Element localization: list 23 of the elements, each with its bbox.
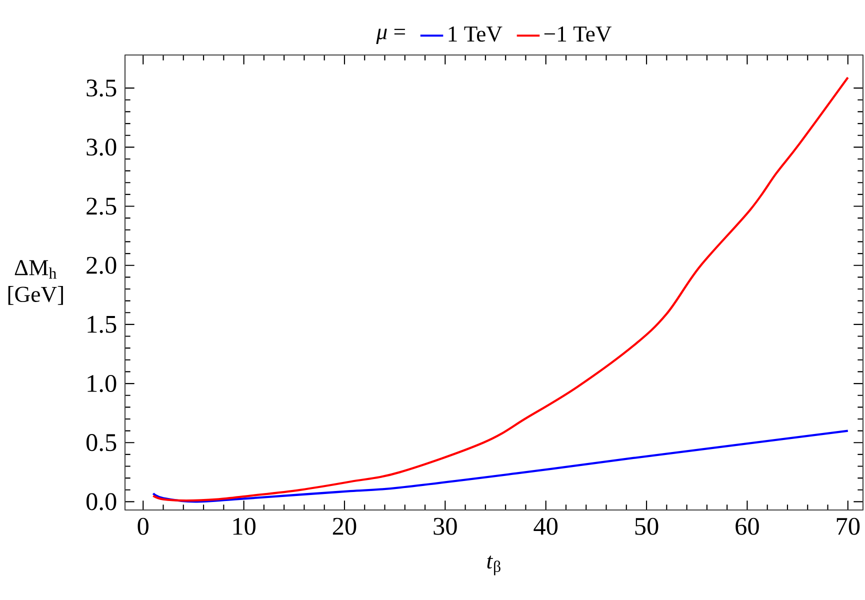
x-tick-label: 60	[736, 518, 759, 535]
x-tick-label: 0	[138, 518, 148, 535]
legend-label: 1 TeV	[448, 26, 502, 42]
y-axis-title: ΔM$_{h}$ [GeV]	[8, 260, 63, 305]
line-series	[152, 430, 849, 503]
legend-label: −1 TeV	[544, 26, 612, 42]
y-tick-label: 0.5	[86, 434, 116, 452]
y-tick-label: 1.0	[88, 374, 116, 392]
x-tick-label: 70	[836, 518, 860, 535]
y-tick-label: 0.0	[86, 493, 116, 510]
line-series	[152, 76, 849, 502]
x-axis-title: t$_{β}$	[487, 556, 500, 576]
x-tick-label: 20	[332, 518, 356, 535]
x-tick-label: 40	[534, 518, 558, 535]
y-tick-label: 3.5	[86, 80, 116, 97]
x-tick-label: 30	[434, 518, 457, 535]
y-tick-label: 3.0	[86, 138, 116, 156]
y-tick-label: 2.0	[86, 256, 116, 274]
y-tick-label: 1.5	[88, 316, 116, 333]
x-tick-label: 50	[635, 518, 658, 535]
y-tick-label: 2.5	[86, 198, 116, 215]
legend-title: μ =	[376, 28, 405, 44]
x-tick-label: 10	[233, 518, 256, 535]
